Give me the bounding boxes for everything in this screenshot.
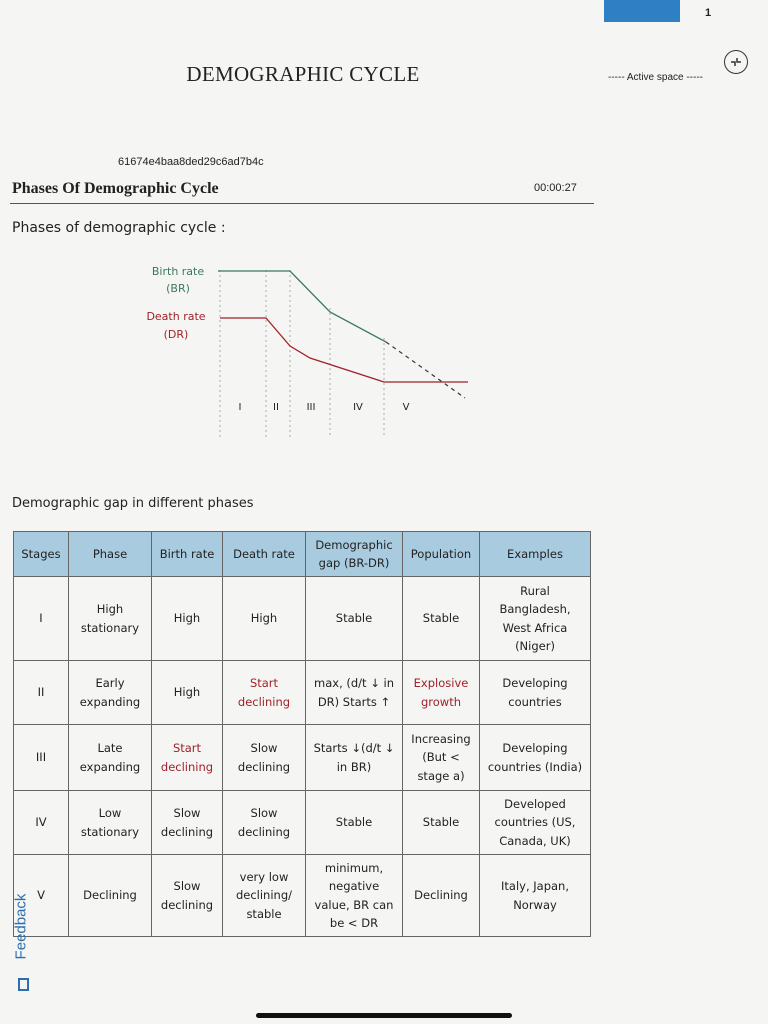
cell-birth-rate: Slow declining	[151, 790, 223, 855]
cell-death-rate: Slow declining	[222, 724, 306, 791]
cell-gap: Starts ↓(d/t ↓ in BR)	[305, 724, 403, 791]
table-row: V Declining Slow declining very low decl…	[13, 854, 591, 937]
phase-label-5: V	[403, 402, 410, 413]
document-hash: 61674e4baa8ded29c6ad7b4c	[118, 156, 264, 168]
phase-label-4: IV	[353, 402, 363, 413]
cell-birth-rate: High	[151, 660, 223, 725]
phases-heading: Phases of demographic cycle :	[12, 220, 226, 236]
cell-examples: Developing countries	[479, 660, 591, 725]
phase-label-2: II	[273, 402, 279, 413]
cell-stage: II	[13, 660, 69, 725]
feedback-button[interactable]: Feedback	[8, 868, 38, 998]
demographic-gap-table: Stages Phase Birth rate Death rate Demog…	[13, 531, 591, 937]
table-row: IV Low stationary Slow declining Slow de…	[13, 790, 591, 855]
cell-death-rate: very low declining/ stable	[222, 854, 306, 937]
cell-gap: max, (d/t ↓ in DR) Starts ↑	[305, 660, 403, 725]
cell-birth-rate: Start declining	[151, 724, 223, 791]
header-population: Population	[402, 531, 480, 577]
birth-rate-line	[218, 270, 387, 343]
table-row: II Early expanding High Start declining …	[13, 660, 591, 725]
birth-rate-abbr: (BR)	[166, 282, 190, 295]
cell-population: Explosive growth	[402, 660, 480, 725]
page-number: 1	[705, 7, 712, 19]
cell-population: Declining	[402, 854, 480, 937]
collapse-icon[interactable]	[724, 50, 748, 74]
cell-stage: III	[13, 724, 69, 791]
cell-examples: Italy, Japan, Norway	[479, 854, 591, 937]
header-demographic-gap: Demographic gap (BR-DR)	[305, 531, 403, 577]
cell-phase: Low stationary	[68, 790, 152, 855]
birth-rate-projection	[385, 341, 466, 399]
cell-stage: IV	[13, 790, 69, 855]
phase-label-1: I	[239, 402, 242, 413]
top-blue-tab[interactable]	[604, 0, 680, 22]
phase-label-3: III	[307, 402, 316, 413]
active-space-label: ----- Active space -----	[608, 72, 703, 83]
header-phase: Phase	[68, 531, 152, 577]
cell-birth-rate: High	[151, 576, 223, 661]
cell-population: Increasing (But < stage a)	[402, 724, 480, 791]
home-indicator[interactable]	[256, 1013, 512, 1018]
cell-birth-rate: Slow declining	[151, 854, 223, 937]
death-rate-line	[220, 317, 468, 383]
cell-gap: Stable	[305, 576, 403, 661]
document-title: DEMOGRAPHIC CYCLE	[186, 62, 420, 86]
header-birth-rate: Birth rate	[151, 531, 223, 577]
cell-phase: Declining	[68, 854, 152, 937]
death-rate-label: Death rate	[146, 310, 205, 323]
table-row: III Late expanding Start declining Slow …	[13, 724, 591, 791]
cell-death-rate: Slow declining	[222, 790, 306, 855]
cell-phase: Late expanding	[68, 724, 152, 791]
header-death-rate: Death rate	[222, 531, 306, 577]
cell-death-rate: High	[222, 576, 306, 661]
header-examples: Examples	[479, 531, 591, 577]
table-row: I High stationary High High Stable Stabl…	[13, 576, 591, 661]
cell-population: Stable	[402, 790, 480, 855]
cell-examples: Developing countries (India)	[479, 724, 591, 791]
divider	[10, 203, 594, 204]
cell-phase: High stationary	[68, 576, 152, 661]
demographic-cycle-diagram: Birth rate (BR) Death rate (DR) I II III…	[146, 265, 468, 438]
death-rate-abbr: (DR)	[164, 328, 189, 341]
feedback-icon	[18, 978, 29, 991]
cell-examples: Developed countries (US, Canada, UK)	[479, 790, 591, 855]
header-stages: Stages	[13, 531, 69, 577]
cell-population: Stable	[402, 576, 480, 661]
gap-heading: Demographic gap in different phases	[12, 496, 254, 511]
cell-examples: Rural Bangladesh, West Africa (Niger)	[479, 576, 591, 661]
cell-stage: I	[13, 576, 69, 661]
cell-gap: Stable	[305, 790, 403, 855]
table-header-row: Stages Phase Birth rate Death rate Demog…	[13, 531, 591, 577]
cell-stage: V	[13, 854, 69, 937]
phase-dividers	[219, 270, 385, 438]
cell-death-rate: Start declining	[222, 660, 306, 725]
feedback-label: Feedback	[12, 893, 30, 960]
timer: 00:00:27	[534, 182, 577, 194]
cell-gap: minimum, negative value, BR can be < DR	[305, 854, 403, 937]
birth-rate-label: Birth rate	[152, 265, 204, 278]
cell-phase: Early expanding	[68, 660, 152, 725]
section-title: Phases Of Demographic Cycle	[12, 180, 219, 197]
